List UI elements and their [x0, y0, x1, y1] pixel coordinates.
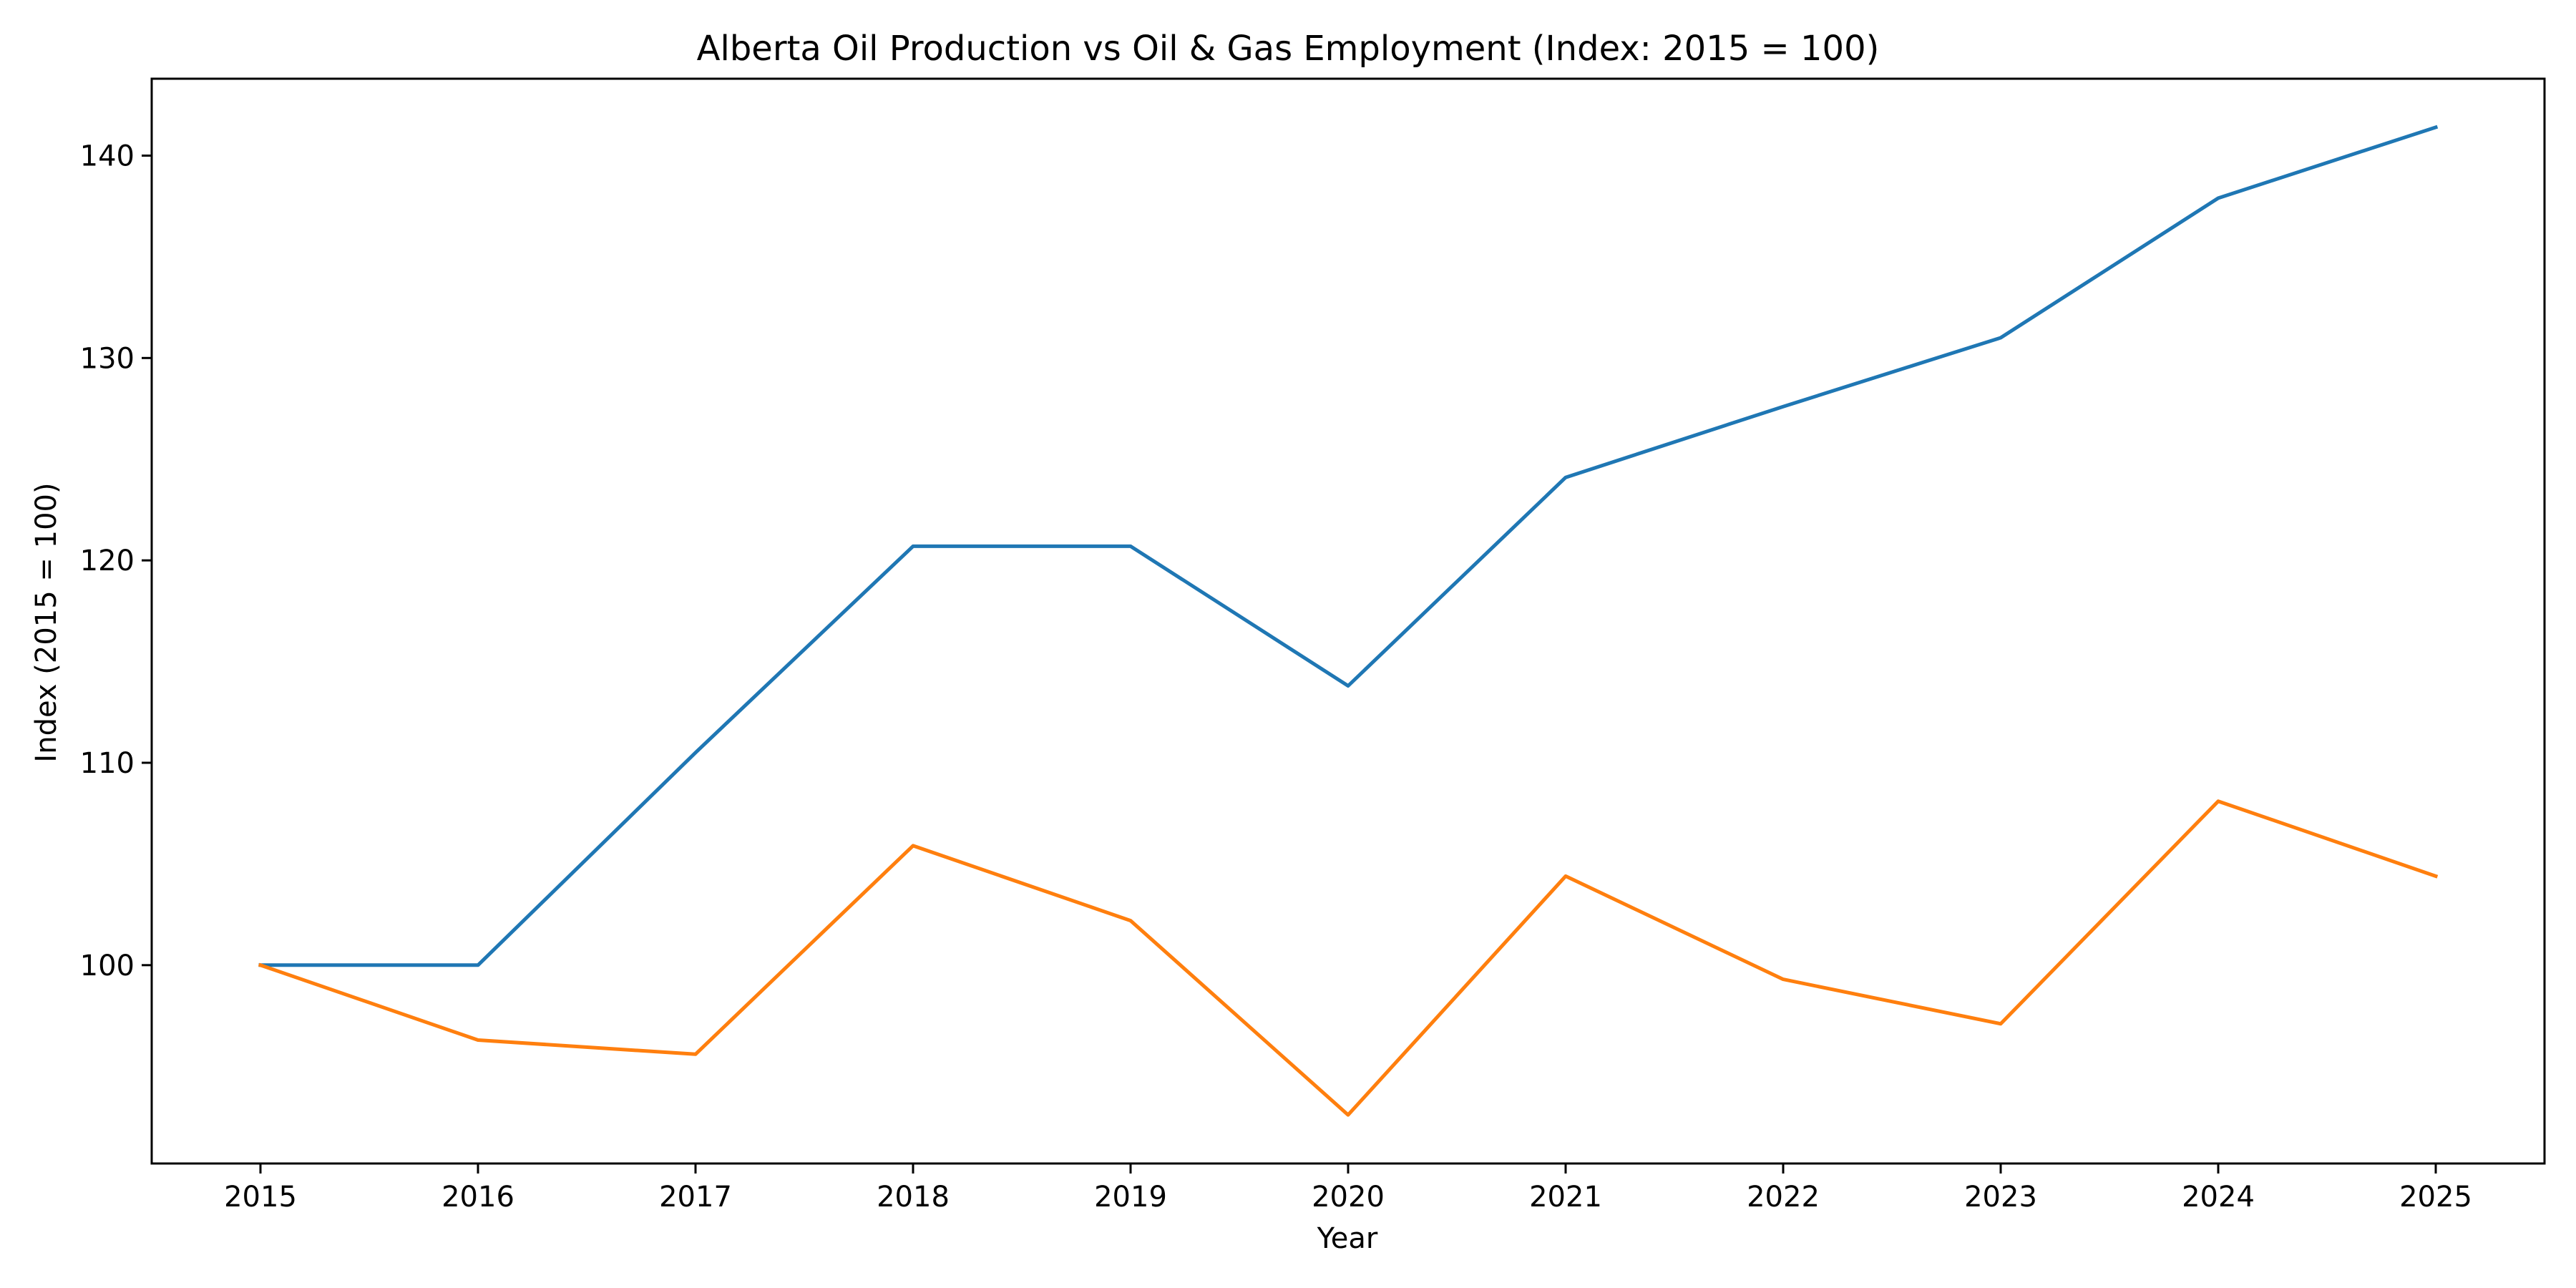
series-line-2	[258, 799, 2439, 1117]
x-tick-label: 2021	[1529, 1181, 1602, 1214]
y-tick-label: 110	[80, 747, 135, 780]
x-tick-label: 2016	[441, 1181, 514, 1214]
plot-area: 2015 2016 2017 2018 2019 2020 2021 2022 2023 2024…	[80, 77, 2546, 1214]
x-tick-label: 2015	[224, 1181, 297, 1214]
y-tick-label: 120	[80, 545, 135, 577]
x-tick-label: 2019	[1094, 1181, 1167, 1214]
y-tick-label: 100	[80, 950, 135, 982]
chart-title: Alberta Oil Production vs Oil & Gas Empl…	[697, 29, 1880, 69]
plot-frame	[150, 77, 2546, 1165]
series-line-1	[258, 125, 2439, 967]
x-tick-label: 2018	[877, 1181, 950, 1214]
x-tick-label: 2017	[659, 1181, 732, 1214]
x-tick-label: 2022	[1747, 1181, 1820, 1214]
x-tick-label: 2023	[1964, 1181, 2037, 1214]
x-tick-label: 2025	[2399, 1181, 2472, 1214]
x-axis-label: Year	[1317, 1222, 1378, 1255]
x-tick-label: 2020	[1312, 1181, 1385, 1214]
y-tick-label: 140	[80, 140, 135, 172]
y-tick-label: 130	[80, 342, 135, 375]
y-axis-label: Index (2015 = 100)	[30, 482, 63, 762]
x-tick-label: 2024	[2182, 1181, 2255, 1214]
